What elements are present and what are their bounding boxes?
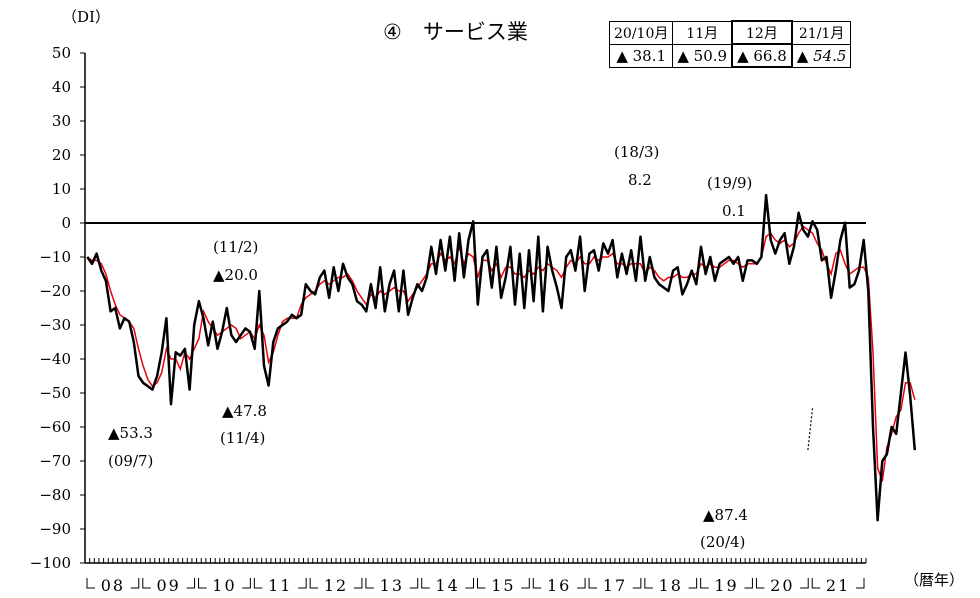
summary-header-cell: 20/10月 [608, 20, 674, 45]
forecast-series-line [807, 408, 814, 451]
y-tick-label: 30 [52, 112, 71, 130]
annotation-date: (18/3) [614, 143, 660, 161]
x-year-bracket [856, 578, 865, 589]
x-year-bracket [588, 578, 598, 589]
annotation-value: ▲53.3 [108, 424, 153, 442]
x-tick-label: 18 [659, 576, 683, 595]
x-tick-label: 10 [212, 576, 236, 595]
y-tick-label: −100 [30, 554, 71, 572]
x-tick-label: 19 [714, 576, 738, 595]
x-tick-label: 12 [324, 576, 348, 595]
summary-header-cell: 21/1月 [791, 20, 852, 45]
y-tick-label: 40 [52, 78, 71, 96]
x-year-bracket [298, 578, 307, 589]
x-year-bracket [253, 578, 263, 589]
x-tick-label: 21 [826, 576, 850, 595]
summary-header-cell: 11月 [672, 20, 733, 45]
x-tick-label: 16 [547, 576, 571, 595]
moving-average-series-line [86, 225, 916, 482]
y-tick-label: 20 [52, 146, 71, 164]
y-tick-label: −80 [39, 486, 71, 504]
actual-series-line [86, 193, 917, 522]
x-tick-label: 15 [491, 576, 515, 595]
x-tick-label: 14 [435, 576, 459, 595]
summary-value-cell: ▲ 38.1 [608, 43, 674, 68]
x-year-bracket [130, 578, 140, 589]
x-tick-label: 13 [380, 576, 404, 595]
annotation-value: 8.2 [628, 171, 652, 189]
y-tick-label: −50 [39, 384, 71, 402]
x-tick-label: 09 [156, 576, 180, 595]
x-year-bracket [632, 578, 642, 589]
summary-value-row: ▲ 38.1 ▲ 50.9 ▲ 66.8 ▲ 54.5 [608, 43, 852, 68]
x-year-bracket [465, 578, 474, 589]
annotation-value: ▲20.0 [213, 266, 258, 284]
y-tick-label: 50 [52, 44, 71, 62]
y-tick-label: −60 [39, 418, 71, 436]
x-year-bracket [577, 578, 586, 589]
x-year-bracket [521, 578, 530, 589]
annotation-date: (11/2) [213, 238, 259, 256]
x-tick-label: 17 [603, 576, 627, 595]
annotation-date: (20/4) [700, 533, 746, 551]
annotation-date: (19/9) [707, 174, 753, 192]
summary-table: 20/10月 11月 12月 21/1月 ▲ 38.1 ▲ 50.9 ▲ 66.… [608, 20, 852, 68]
x-year-bracket [477, 578, 486, 589]
annotation-value: ▲47.8 [222, 402, 267, 420]
summary-header-row: 20/10月 11月 12月 21/1月 [608, 20, 852, 45]
x-year-bracket [800, 578, 809, 589]
annotation-date: (11/4) [220, 429, 266, 447]
x-year-bracket [688, 578, 698, 589]
y-tick-label: −40 [39, 350, 71, 368]
x-year-bracket [242, 578, 251, 589]
y-unit-label: （DI） [62, 8, 110, 26]
y-tick-label: −10 [39, 248, 71, 266]
x-year-bracket [186, 578, 196, 589]
x-tick-label: 11 [268, 576, 292, 595]
x-tick-label: 08 [101, 576, 125, 595]
chart-title: ④ サービス業 [383, 20, 528, 44]
y-tick-label: 10 [52, 180, 71, 198]
x-year-bracket [142, 578, 151, 589]
y-tick-label: −70 [39, 452, 71, 470]
x-year-bracket [409, 578, 419, 589]
x-year-bracket [700, 578, 709, 589]
y-tick-label: −90 [39, 520, 71, 538]
x-year-bracket [365, 578, 374, 589]
x-tick-label: 20 [770, 576, 794, 595]
x-year-bracket [309, 578, 319, 589]
x-year-bracket [86, 578, 95, 589]
x-unit-label: （暦年） [904, 571, 965, 589]
summary-value-cell-forecast: ▲ 54.5 [791, 43, 852, 68]
summary-value-cell-selected: ▲ 66.8 [731, 43, 793, 68]
x-year-bracket [744, 578, 753, 589]
x-year-bracket [421, 578, 430, 589]
x-year-bracket [353, 578, 363, 589]
annotation-value: 0.1 [722, 202, 746, 220]
y-tick-label: −30 [39, 316, 71, 334]
y-tick-label: 0 [61, 214, 71, 232]
x-year-bracket [198, 578, 207, 589]
x-year-bracket [755, 578, 765, 589]
summary-header-cell-selected: 12月 [731, 20, 793, 45]
annotation-date: (09/7) [108, 452, 154, 470]
y-tick-label: −20 [39, 282, 71, 300]
summary-value-cell: ▲ 50.9 [672, 43, 733, 68]
x-year-bracket [532, 578, 542, 589]
annotation-value: ▲87.4 [703, 506, 748, 524]
x-year-bracket [811, 578, 821, 589]
x-year-bracket [644, 578, 653, 589]
